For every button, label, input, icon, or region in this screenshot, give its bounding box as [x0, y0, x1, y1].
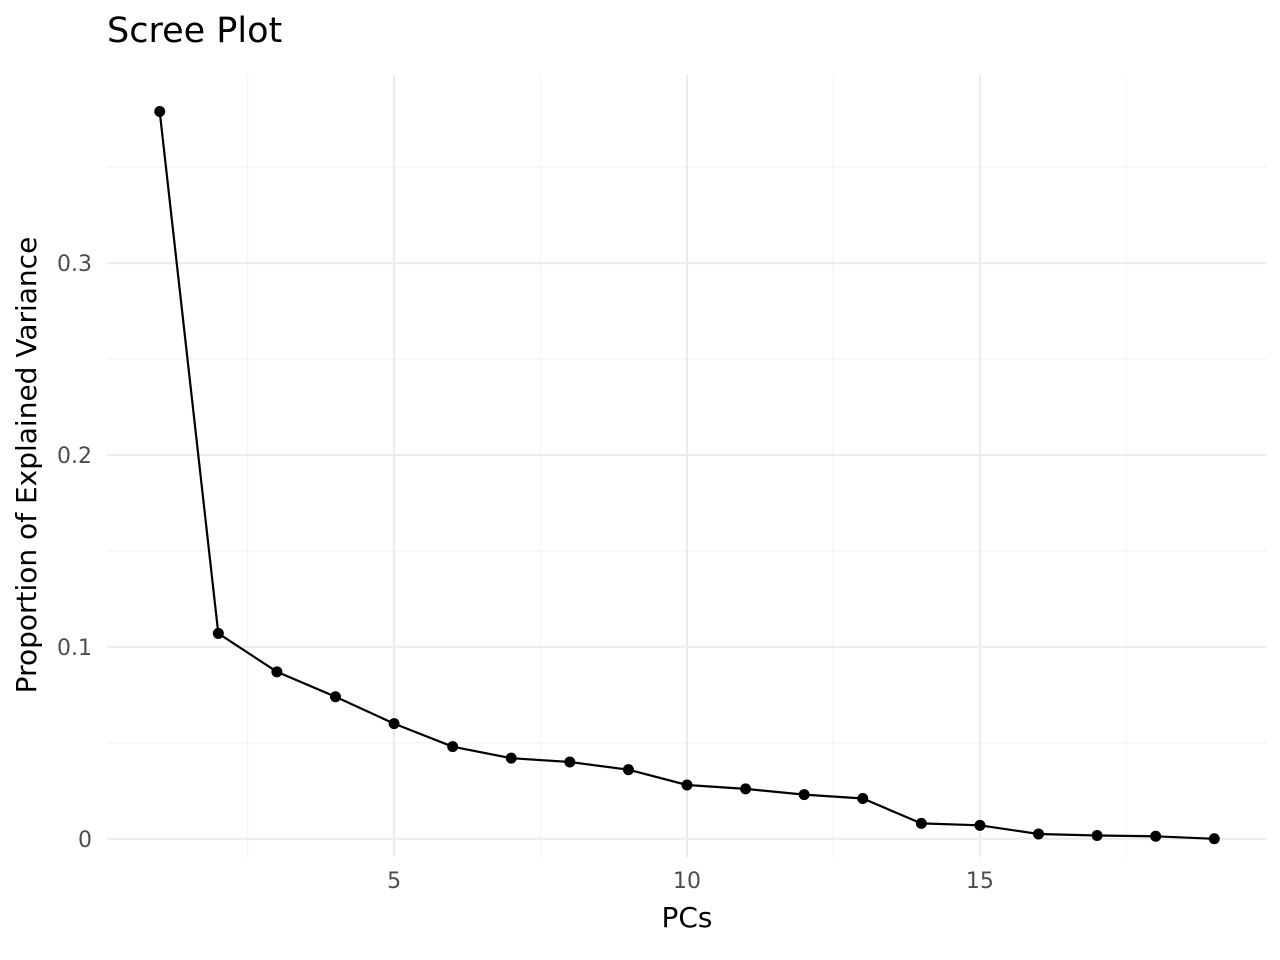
- data-point-pc-2: [212, 627, 224, 639]
- data-point-pc-14: [915, 817, 927, 829]
- data-point-pc-11: [740, 783, 752, 795]
- y-axis-title: Proportion of Explained Variance: [10, 237, 43, 694]
- data-point-pc-9: [622, 764, 634, 776]
- x-axis-title: PCs: [661, 901, 712, 934]
- y-tick-label-0: 0: [78, 828, 92, 853]
- data-point-pc-3: [271, 666, 283, 678]
- tick-labels: 5 10 15 0 0.1 0.2 0.3: [57, 252, 994, 894]
- data-point-pc-13: [857, 792, 869, 804]
- data-point-pc-1: [154, 105, 166, 117]
- data-point-pc-17: [1091, 830, 1103, 842]
- chart-title: Scree Plot: [107, 11, 282, 51]
- data-point-pc-12: [798, 789, 810, 801]
- y-tick-label-1: 0.1: [57, 636, 92, 661]
- data-point-pc-6: [447, 741, 459, 753]
- x-tick-label-2: 15: [966, 869, 994, 894]
- data-point-pc-8: [564, 756, 576, 768]
- data-point-pc-7: [505, 752, 517, 764]
- data-point-pc-19: [1208, 833, 1220, 845]
- y-tick-label-2: 0.2: [57, 444, 92, 469]
- grid-lines: [107, 75, 1267, 857]
- x-tick-label-0: 5: [387, 869, 401, 894]
- data-point-pc-5: [388, 718, 400, 730]
- data-point-pc-15: [974, 819, 986, 831]
- data-point-pc-18: [1150, 830, 1162, 842]
- series-group: [154, 105, 1220, 845]
- x-tick-label-1: 10: [673, 869, 701, 894]
- data-point-pc-10: [681, 779, 693, 791]
- y-tick-label-3: 0.3: [57, 252, 92, 277]
- data-point-pc-4: [329, 691, 341, 703]
- data-point-pc-16: [1033, 828, 1045, 840]
